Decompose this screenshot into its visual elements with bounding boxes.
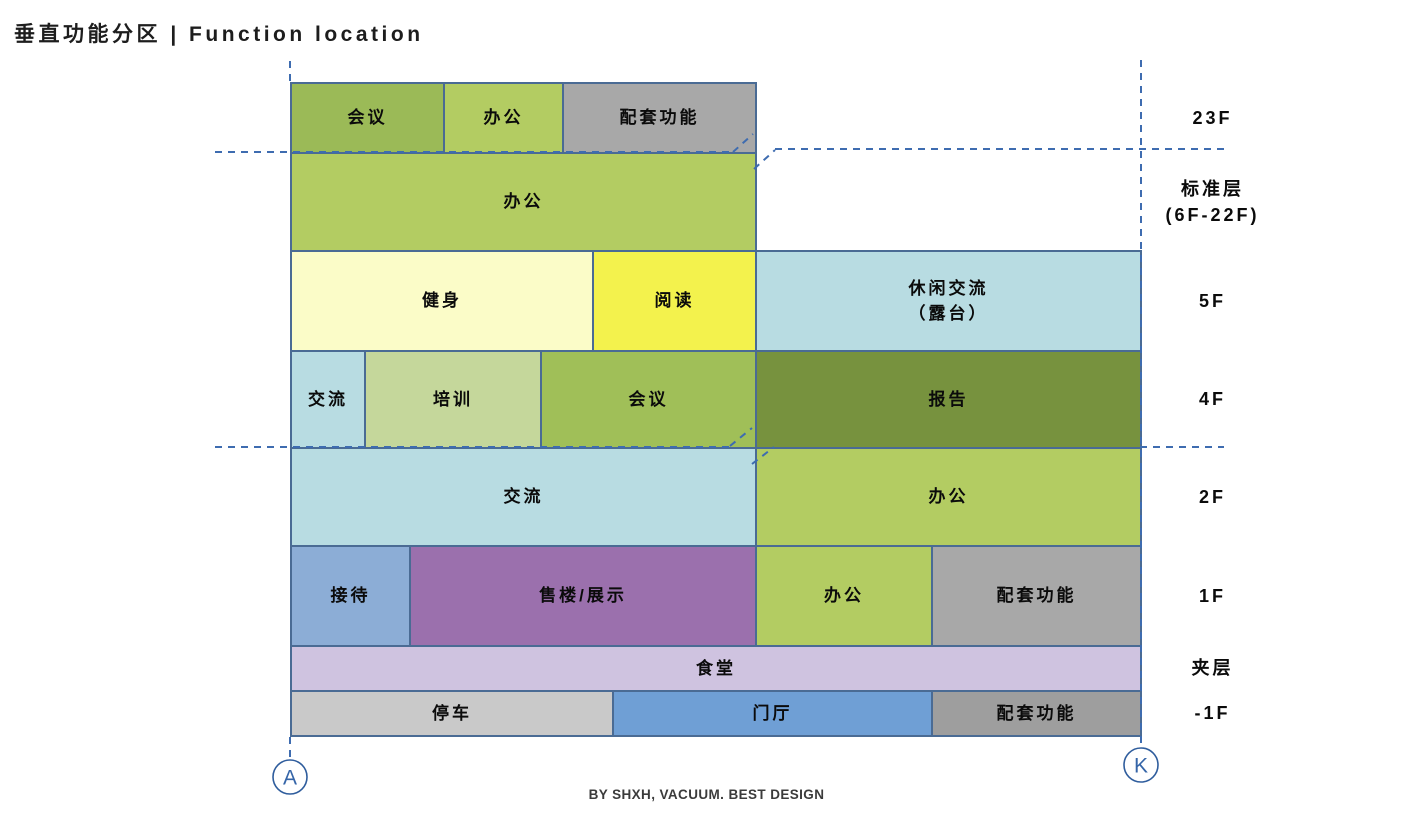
function-block-label: 交流 bbox=[308, 389, 348, 409]
function-block-label: 报告 bbox=[928, 389, 969, 409]
floor-label: 2F bbox=[1198, 486, 1226, 507]
function-block-label: 售楼/展示 bbox=[539, 586, 627, 606]
floor-label: 标准层 (6F-22F) bbox=[1165, 178, 1260, 225]
function-block-label: 配套功能 bbox=[996, 703, 1077, 723]
floor-label: -1F bbox=[1194, 703, 1231, 724]
level-guide-upper-break-b bbox=[753, 149, 776, 170]
function-block-label: 门厅 bbox=[752, 703, 793, 723]
function-block-label: 交流 bbox=[503, 487, 544, 507]
function-block-label: 会议 bbox=[628, 389, 669, 409]
function-block: 休闲交流 （露台） bbox=[755, 250, 1142, 352]
function-block-label: 阅读 bbox=[654, 291, 695, 311]
function-block: 配套功能 bbox=[931, 545, 1142, 647]
function-block: 办公 bbox=[443, 82, 564, 154]
grid-bubble-k-letter: K bbox=[1134, 755, 1148, 778]
footer-credit: BY SHXH, VACUUM. BEST DESIGN bbox=[588, 787, 825, 802]
function-block: 食堂 bbox=[290, 645, 1142, 692]
function-block: 停车 bbox=[290, 690, 614, 737]
function-block-label: 配套功能 bbox=[619, 108, 700, 128]
function-block: 交流 bbox=[290, 350, 366, 449]
function-block: 阅读 bbox=[592, 250, 757, 352]
grid-bubble-k bbox=[1123, 747, 1159, 783]
function-block: 门厅 bbox=[612, 690, 933, 737]
function-block-label: 办公 bbox=[503, 192, 544, 212]
function-block-label: 办公 bbox=[928, 487, 969, 507]
floor-label: 23F bbox=[1192, 107, 1233, 128]
function-block-label: 休闲交流 （露台） bbox=[908, 278, 989, 324]
function-block: 报告 bbox=[755, 350, 1142, 449]
function-block: 接待 bbox=[290, 545, 411, 647]
function-block: 会议 bbox=[540, 350, 757, 449]
floor-label: 夹层 bbox=[1191, 658, 1234, 679]
function-block: 培训 bbox=[364, 350, 542, 449]
floor-label: 4F bbox=[1198, 389, 1226, 410]
function-block-label: 培训 bbox=[433, 389, 473, 409]
function-block-label: 会议 bbox=[347, 108, 388, 128]
function-block-label: 健身 bbox=[422, 291, 462, 311]
function-block-label: 食堂 bbox=[696, 658, 736, 678]
function-block-label: 停车 bbox=[432, 703, 472, 723]
function-block: 会议 bbox=[290, 82, 445, 154]
function-block: 配套功能 bbox=[562, 82, 757, 154]
function-block-label: 配套功能 bbox=[996, 586, 1077, 606]
function-block: 健身 bbox=[290, 250, 594, 352]
function-block: 交流 bbox=[290, 447, 757, 547]
function-block-label: 办公 bbox=[824, 586, 864, 606]
function-block-label: 办公 bbox=[483, 108, 524, 128]
function-block: 办公 bbox=[755, 447, 1142, 547]
function-block: 办公 bbox=[290, 152, 757, 252]
function-block: 办公 bbox=[755, 545, 933, 647]
function-block: 售楼/展示 bbox=[409, 545, 757, 647]
floor-label: 5F bbox=[1198, 290, 1226, 311]
floor-label: 1F bbox=[1198, 585, 1226, 606]
function-block: 配套功能 bbox=[931, 690, 1142, 737]
page-title: 垂直功能分区 | Function location bbox=[14, 23, 424, 46]
function-block-label: 接待 bbox=[330, 586, 371, 606]
